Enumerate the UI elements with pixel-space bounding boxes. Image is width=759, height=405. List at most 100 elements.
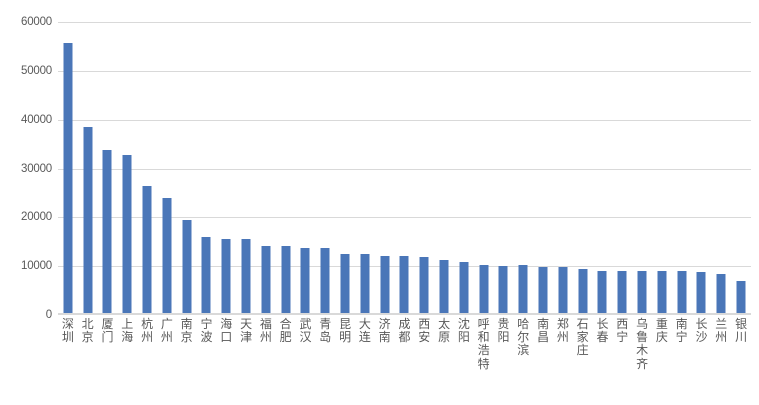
bar-slot — [692, 22, 712, 315]
y-tick-label: 30000 — [21, 162, 52, 175]
bar[interactable] — [677, 270, 687, 315]
bar[interactable] — [558, 266, 568, 315]
bar[interactable] — [736, 280, 746, 315]
bar[interactable] — [518, 265, 528, 315]
x-tick-label: 长沙 — [695, 317, 708, 345]
bar-slot — [652, 22, 672, 315]
x-tick-label: 贵阳 — [497, 317, 510, 345]
bar[interactable] — [122, 155, 132, 315]
x-tick-label: 合肥 — [279, 317, 292, 345]
bar-slot — [315, 22, 335, 315]
x-tick-label: 乌鲁木齐 — [636, 317, 649, 371]
bar[interactable] — [657, 270, 667, 315]
y-axis: 0 10000 20000 30000 40000 50000 60000 — [0, 0, 58, 405]
x-tick-label: 福州 — [259, 317, 272, 345]
gridline — [58, 70, 751, 72]
bar-slot — [157, 22, 177, 315]
bar[interactable] — [597, 270, 607, 315]
bar-slot — [236, 22, 256, 315]
bar-slot — [454, 22, 474, 315]
x-tick-label: 兰州 — [715, 317, 728, 345]
x-tick-label: 上海 — [121, 317, 134, 345]
x-tick-label: 广州 — [160, 317, 173, 345]
x-tick-label: 大连 — [358, 317, 371, 345]
x-tick-label: 长春 — [596, 317, 609, 345]
bar-slot — [335, 22, 355, 315]
x-tick-label: 郑州 — [556, 317, 569, 345]
x-tick-label: 成都 — [398, 317, 411, 345]
bar-slot — [355, 22, 375, 315]
y-tick-label: 50000 — [21, 64, 52, 77]
bar[interactable] — [498, 265, 508, 315]
y-tick-label: 20000 — [21, 211, 52, 224]
bar[interactable] — [360, 254, 370, 315]
bar[interactable] — [102, 149, 112, 315]
x-axis-baseline — [58, 313, 751, 315]
bar[interactable] — [419, 256, 429, 315]
bar[interactable] — [459, 261, 469, 315]
bar[interactable] — [241, 238, 251, 315]
bar[interactable] — [300, 247, 310, 315]
bar-slot — [177, 22, 197, 315]
bar-slot — [98, 22, 118, 315]
plot-area — [58, 22, 751, 315]
bar-slot — [137, 22, 157, 315]
x-tick-label: 呼和浩特 — [477, 317, 490, 371]
bar[interactable] — [439, 259, 449, 315]
x-axis: 深圳 北京 厦门 上海 杭州 广州 南京 宁波 海口 天津 福州 合肥 武汉 青岛 昆明 大连 济南 成都 西安 太原… — [58, 317, 751, 405]
bar[interactable] — [696, 271, 706, 315]
bar[interactable] — [142, 185, 152, 315]
bar-slot — [78, 22, 98, 315]
bar-slot — [375, 22, 395, 315]
x-tick-label: 石家庄 — [576, 317, 589, 358]
x-tick-label: 北京 — [81, 317, 94, 345]
y-tick-label: 60000 — [21, 16, 52, 28]
x-tick-label: 厦门 — [101, 317, 114, 345]
bar[interactable] — [63, 42, 73, 315]
bar-slot — [256, 22, 276, 315]
bar[interactable] — [399, 255, 409, 315]
x-tick-label: 南京 — [180, 317, 193, 345]
bar[interactable] — [320, 248, 330, 315]
x-tick-label: 哈尔滨 — [517, 317, 530, 358]
bar[interactable] — [261, 246, 271, 315]
bar-slot — [434, 22, 454, 315]
bar[interactable] — [617, 270, 627, 315]
bar[interactable] — [221, 238, 231, 315]
bar[interactable] — [637, 270, 647, 315]
bar[interactable] — [479, 265, 489, 315]
bar-slot — [58, 22, 78, 315]
bar[interactable] — [538, 266, 548, 315]
bar-slot — [296, 22, 316, 315]
x-tick-label: 宁波 — [200, 317, 213, 345]
x-tick-label: 银川 — [735, 317, 748, 345]
x-tick-label: 南宁 — [675, 317, 688, 345]
bar[interactable] — [281, 246, 291, 315]
bar[interactable] — [380, 255, 390, 315]
bar-slot — [414, 22, 434, 315]
bar-slot — [593, 22, 613, 315]
gridline — [58, 119, 751, 121]
y-tick-label: 0 — [45, 309, 52, 321]
bar[interactable] — [182, 220, 192, 315]
bars-layer — [58, 22, 751, 315]
x-tick-label: 西宁 — [616, 317, 629, 345]
bar[interactable] — [162, 198, 172, 315]
x-tick-label: 南昌 — [537, 317, 550, 345]
bar-slot — [494, 22, 514, 315]
bar[interactable] — [716, 273, 726, 315]
y-tick-label: 10000 — [21, 260, 52, 273]
bar[interactable] — [578, 269, 588, 315]
bar-slot — [672, 22, 692, 315]
bar[interactable] — [340, 254, 350, 315]
bar[interactable] — [83, 126, 93, 315]
bar-slot — [474, 22, 494, 315]
bar-slot — [395, 22, 415, 315]
x-tick-label: 太原 — [438, 317, 451, 345]
x-tick-label: 昆明 — [339, 317, 352, 345]
x-tick-label: 深圳 — [61, 317, 74, 345]
bar[interactable] — [201, 236, 211, 315]
bar-slot — [276, 22, 296, 315]
gridline — [58, 217, 751, 219]
